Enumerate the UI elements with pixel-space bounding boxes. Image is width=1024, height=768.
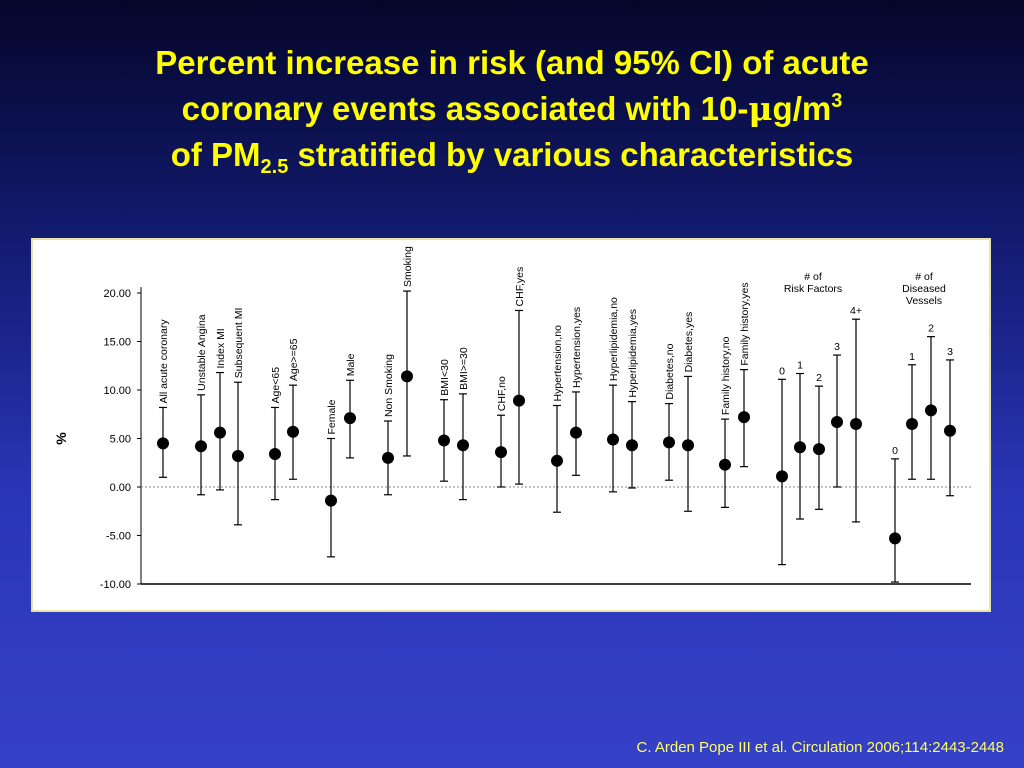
- category-label: Non Smoking: [383, 354, 395, 417]
- category-label: Family history,no: [720, 336, 732, 415]
- point-estimate: [682, 439, 694, 452]
- forest-plot-chart: 20.00 15.00 10.00 5.00 0.00 -5.00 -10.00% All a…: [53, 246, 971, 591]
- title-line-2: coronary events associated with 10-μg/m3: [0, 86, 1024, 132]
- point-estimate: [607, 433, 619, 446]
- point-estimate: [626, 439, 638, 452]
- point-estimate: [906, 417, 918, 430]
- category-label: Hyperlipidemia,yes: [627, 309, 639, 398]
- point-estimate: [570, 426, 582, 439]
- group-count-label: 3: [834, 341, 840, 353]
- category-label: Smoking: [402, 246, 414, 287]
- category-label: Female: [326, 399, 338, 434]
- citation: C. Arden Pope III et al. Circulation 200…: [636, 739, 1004, 756]
- point-estimate: [495, 446, 507, 459]
- category-label: Hypertension,yes: [571, 307, 583, 388]
- point-estimate: [944, 424, 956, 437]
- point-estimate: [269, 448, 281, 461]
- y-axis-label: %: [53, 432, 69, 445]
- point-estimate: [157, 437, 169, 450]
- point-estimate: [719, 458, 731, 471]
- category-label: Male: [345, 353, 357, 376]
- point-estimate: [195, 440, 207, 453]
- point-estimate: [401, 370, 413, 383]
- group-header-label: Risk Factors: [784, 283, 842, 295]
- group-count-label: 4+: [850, 305, 862, 317]
- point-estimate: [513, 394, 525, 407]
- title-mu-symbol: μ: [748, 89, 773, 128]
- point-estimate: [382, 451, 394, 464]
- category-label: Age>=65: [288, 338, 300, 381]
- category-label: Unstable Angina: [196, 314, 208, 391]
- group-count-label: 1: [909, 351, 915, 363]
- title-line-1-text: Percent increase in risk (and 95% CI) of…: [155, 44, 869, 81]
- title-unit-text: g/m: [772, 90, 832, 127]
- group-count-label: 2: [816, 372, 822, 384]
- category-label: Hyperlipidemia,no: [608, 297, 620, 381]
- group-count-label: 2: [928, 323, 934, 335]
- group-header-label: # of: [804, 271, 822, 283]
- title-subscript: 2.5: [260, 156, 289, 178]
- title-line-3-rest: stratified by various characteristics: [288, 136, 854, 173]
- group-header-label: Diseased: [902, 283, 946, 295]
- y-tick-label: 0.00: [110, 482, 131, 494]
- category-label: Age<65: [270, 367, 282, 404]
- point-estimate: [551, 454, 563, 467]
- point-estimate: [831, 416, 843, 429]
- y-tick-label: -10.00: [100, 579, 131, 591]
- point-estimate: [850, 417, 862, 430]
- category-label: Subsequent MI: [233, 308, 245, 379]
- point-estimate: [325, 494, 337, 507]
- category-label: CHF,yes: [514, 267, 526, 307]
- y-tick-label: 20.00: [103, 288, 131, 300]
- point-estimate: [438, 434, 450, 447]
- category-label: CHF,no: [496, 376, 508, 411]
- group-count-label: 3: [947, 346, 953, 358]
- y-tick-label: 5.00: [110, 434, 131, 446]
- category-label: Index MI: [215, 328, 227, 368]
- slide-title: Percent increase in risk (and 95% CI) of…: [0, 40, 1024, 178]
- point-estimate: [214, 426, 226, 439]
- point-estimate: [889, 532, 901, 545]
- group-header-label: # of: [915, 271, 933, 283]
- group-count-label: 0: [779, 365, 785, 377]
- category-label: All acute coronary: [158, 319, 170, 404]
- chart-panel: 20.00 15.00 10.00 5.00 0.00 -5.00 -10.00% All a…: [31, 238, 991, 612]
- title-line-1: Percent increase in risk (and 95% CI) of…: [0, 40, 1024, 86]
- category-label: Family history,yes: [739, 282, 751, 365]
- group-count-label: 1: [797, 360, 803, 372]
- category-label: BMI<30: [439, 359, 451, 396]
- y-tick-label: 15.00: [103, 337, 131, 349]
- category-label: BMI>=30: [458, 347, 470, 390]
- point-estimate: [287, 425, 299, 438]
- title-line-3: of PM2.5 stratified by various character…: [0, 132, 1024, 178]
- point-estimate: [663, 436, 675, 449]
- category-label: Diabetes,yes: [683, 312, 695, 373]
- point-estimate: [232, 449, 244, 462]
- title-line-2-text: coronary events associated with 10-: [181, 90, 749, 127]
- point-estimate: [457, 439, 469, 452]
- point-estimate: [794, 441, 806, 454]
- category-label: Diabetes,no: [664, 343, 676, 399]
- y-tick-label: 10.00: [103, 385, 131, 397]
- point-estimate: [813, 443, 825, 456]
- group-header-label: Vessels: [906, 295, 942, 307]
- category-label: Hypertension,no: [552, 325, 564, 402]
- point-estimate: [776, 470, 788, 483]
- point-estimate: [344, 412, 356, 425]
- y-tick-label: -5.00: [106, 531, 131, 543]
- point-estimate: [738, 411, 750, 424]
- title-superscript: 3: [831, 90, 843, 112]
- point-estimate: [925, 404, 937, 417]
- group-count-label: 0: [892, 445, 898, 457]
- title-line-3-text: of PM: [170, 136, 261, 173]
